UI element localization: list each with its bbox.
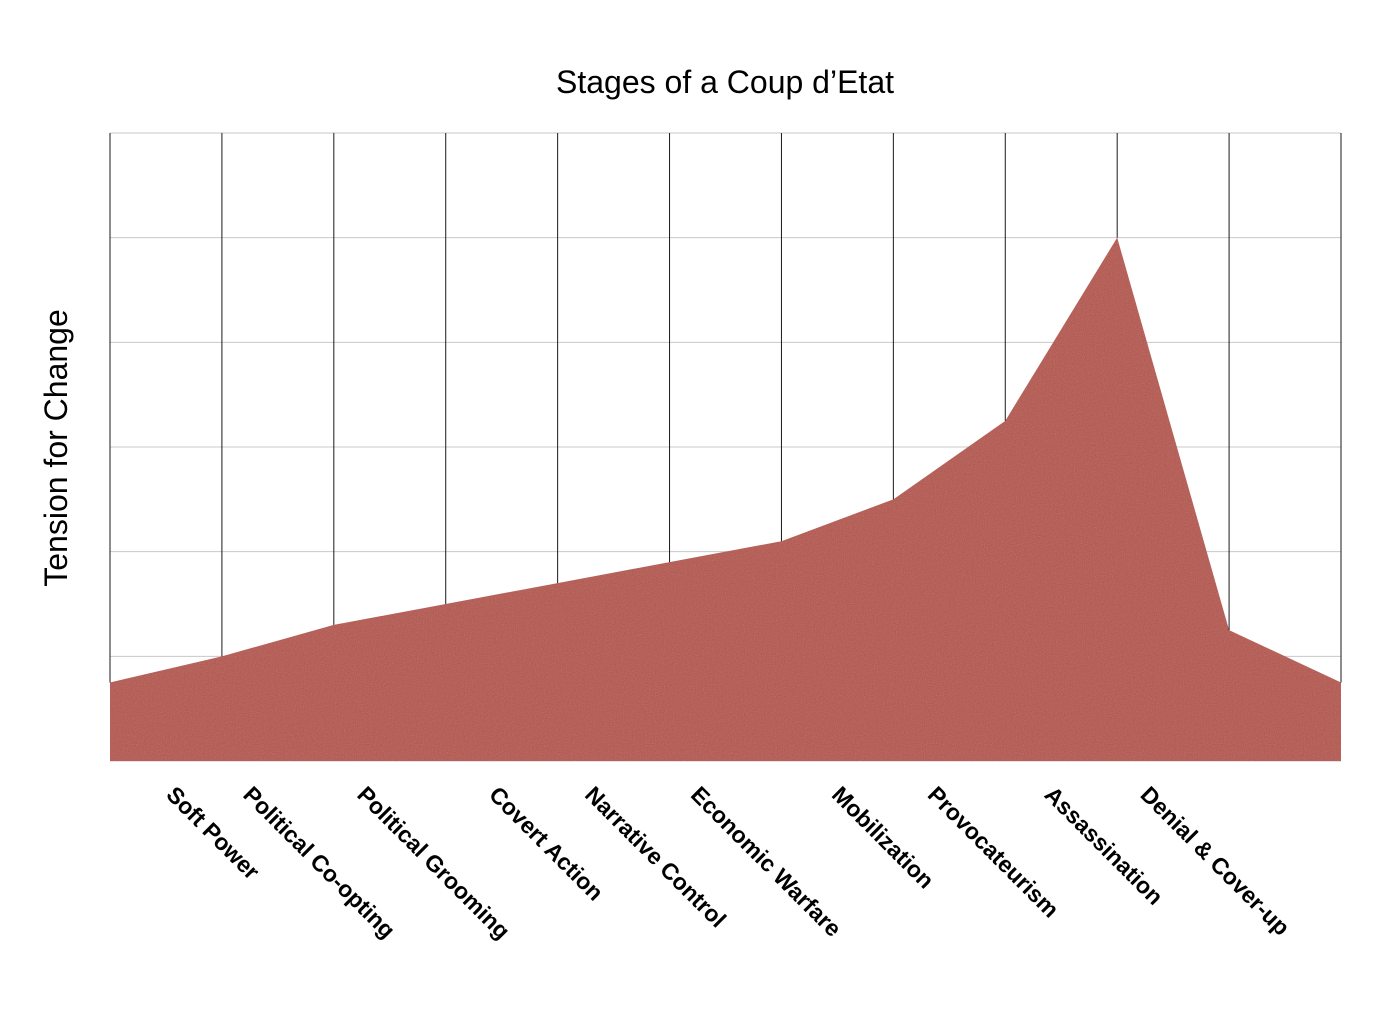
x-tick-label: Denial & Cover-up: [1136, 781, 1295, 940]
vertical-gridlines: [109, 133, 1342, 683]
x-tick-label: Mobilization: [827, 781, 939, 893]
y-axis-label: Tension for Change: [38, 309, 74, 587]
area-series: [110, 237, 1341, 761]
chart-title: Stages of a Coup d’Etat: [556, 64, 894, 100]
